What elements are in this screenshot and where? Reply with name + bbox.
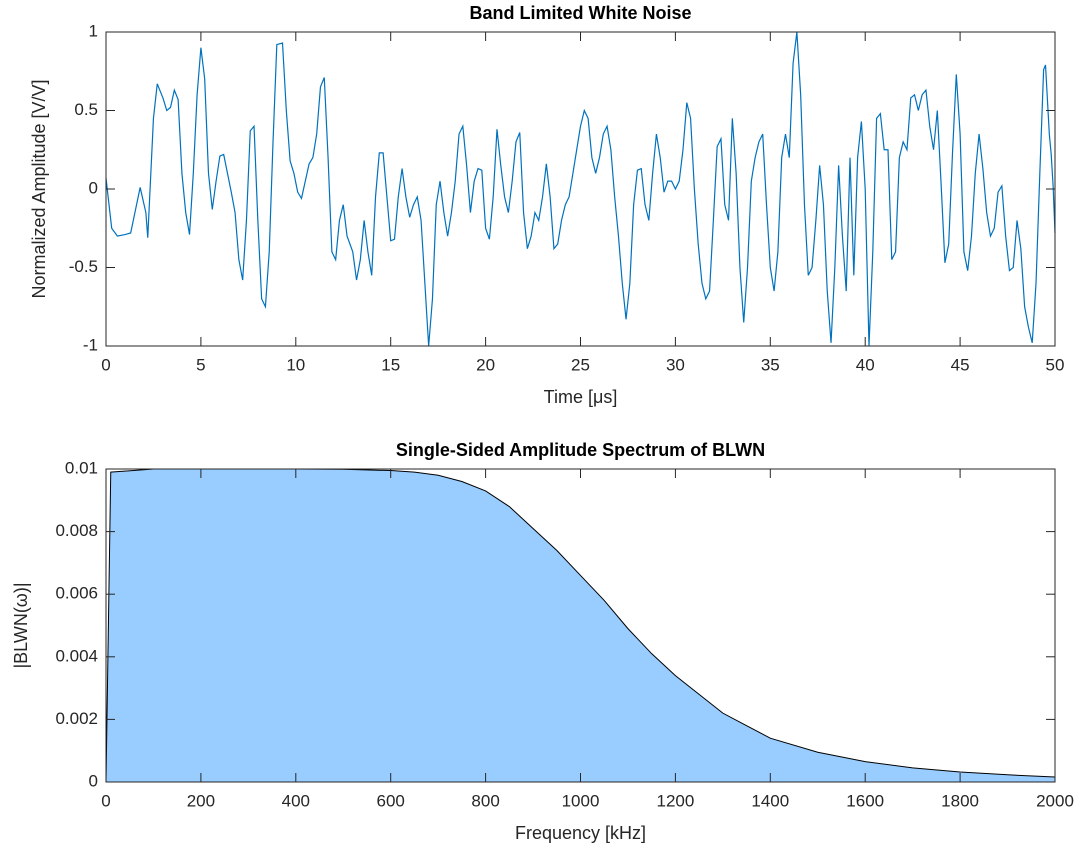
x-tick-label: 20 xyxy=(476,355,495,374)
chart-title: Band Limited White Noise xyxy=(469,3,691,23)
data-line xyxy=(105,31,1056,347)
x-tick-label: 600 xyxy=(377,791,405,810)
x-tick-label: 1400 xyxy=(751,791,789,810)
chart-title: Single-Sided Amplitude Spectrum of BLWN xyxy=(396,440,765,460)
x-tick-label: 25 xyxy=(571,355,590,374)
y-tick-label: 0.002 xyxy=(55,709,98,728)
x-tick-label: 1600 xyxy=(846,791,884,810)
y-tick-label: 0.5 xyxy=(74,100,98,119)
x-tick-label: 1800 xyxy=(941,791,979,810)
y-tick-label: 0 xyxy=(89,178,98,197)
y-tick-label: 0.006 xyxy=(55,584,98,603)
x-tick-label: 35 xyxy=(761,355,780,374)
x-tick-label: 0 xyxy=(101,355,110,374)
x-tick-label: 1200 xyxy=(656,791,694,810)
x-axis-label: Frequency [kHz] xyxy=(515,823,646,843)
x-tick-label: 30 xyxy=(666,355,685,374)
x-tick-label: 40 xyxy=(856,355,875,374)
data-area xyxy=(106,469,1055,782)
y-axis-label: Normalized Amplitude [V/V] xyxy=(29,79,49,298)
x-tick-label: 800 xyxy=(471,791,499,810)
x-tick-label: 2000 xyxy=(1036,791,1074,810)
y-tick-label: -1 xyxy=(83,335,98,354)
y-axis-label: |BLWN(ω)| xyxy=(11,582,31,668)
x-tick-label: 45 xyxy=(951,355,970,374)
x-tick-label: 0 xyxy=(101,791,110,810)
x-axis-label: Time [μs] xyxy=(544,387,618,407)
y-tick-label: 0.008 xyxy=(55,521,98,540)
y-tick-label: 0.004 xyxy=(55,646,98,665)
x-tick-label: 50 xyxy=(1046,355,1065,374)
x-tick-label: 200 xyxy=(187,791,215,810)
y-tick-label: -0.5 xyxy=(69,257,98,276)
y-tick-label: 1 xyxy=(89,21,98,40)
x-tick-label: 5 xyxy=(196,355,205,374)
x-tick-label: 400 xyxy=(282,791,310,810)
y-tick-label: 0.01 xyxy=(65,458,98,477)
y-tick-label: 0 xyxy=(89,771,98,790)
x-tick-label: 1000 xyxy=(562,791,600,810)
x-tick-label: 10 xyxy=(286,355,305,374)
x-tick-label: 15 xyxy=(381,355,400,374)
